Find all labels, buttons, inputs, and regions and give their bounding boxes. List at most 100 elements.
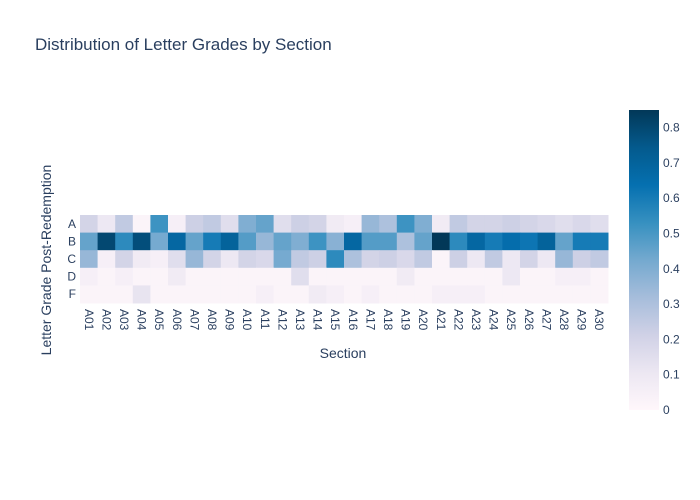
heatmap-cell-F-A19	[396, 285, 415, 304]
heatmap-cell-B-A28	[555, 232, 574, 251]
heatmap-cell-B-A05	[150, 232, 169, 251]
heatmap-cell-B-A22	[449, 232, 468, 251]
heatmap-cell-B-A21	[432, 232, 451, 251]
heatmap-cell-A-A15	[326, 215, 345, 234]
heatmap-cell-C-A06	[168, 250, 187, 269]
heatmap-cell-F-A15	[326, 285, 345, 304]
heatmap-cell-F-A02	[97, 285, 116, 304]
x-tick-label: A11	[258, 309, 272, 330]
x-tick-label: A20	[416, 309, 430, 331]
heatmap-cell-A-A22	[449, 215, 468, 234]
heatmap-cell-C-A07	[185, 250, 204, 269]
heatmap-cell-B-A23	[467, 232, 486, 251]
x-tick-label: A30	[592, 309, 606, 331]
heatmap-cell-C-A01	[80, 250, 99, 269]
heatmap-cell-A-A30	[590, 215, 609, 234]
heatmap-cell-F-A13	[291, 285, 310, 304]
heatmap-cell-F-A24	[484, 285, 503, 304]
x-tick-label: A04	[135, 309, 149, 331]
heatmap-cell-F-A01	[80, 285, 99, 304]
heatmap-cell-D-A23	[467, 267, 486, 286]
x-tick-label: A25	[504, 309, 518, 331]
heatmap-cell-C-A05	[150, 250, 169, 269]
heatmap-cell-C-A10	[238, 250, 257, 269]
heatmap-cell-A-A21	[432, 215, 451, 234]
heatmap-cell-A-A20	[414, 215, 433, 234]
colorbar-tick-label: 0.2	[663, 332, 680, 346]
heatmap-cell-B-A08	[203, 232, 222, 251]
heatmap-cell-F-A23	[467, 285, 486, 304]
x-tick-label: A27	[539, 309, 553, 331]
x-tick-label: A18	[381, 309, 395, 331]
heatmap-cell-C-A23	[467, 250, 486, 269]
x-tick-label: A15	[328, 309, 342, 331]
heatmap-cell-F-A04	[132, 285, 151, 304]
heatmap-cell-D-A06	[168, 267, 187, 286]
heatmap-cell-F-A18	[379, 285, 398, 304]
heatmap-cell-B-A14	[308, 232, 327, 251]
heatmap-cell-A-A19	[396, 215, 415, 234]
heatmap-cell-B-A17	[361, 232, 380, 251]
heatmap-cell-A-A24	[484, 215, 503, 234]
heatmap-cell-C-A18	[379, 250, 398, 269]
heatmap-cell-D-A13	[291, 267, 310, 286]
heatmap-cell-D-A11	[256, 267, 275, 286]
y-tick-label: C	[67, 252, 76, 266]
heatmap-cell-C-A03	[115, 250, 134, 269]
x-tick-label: A03	[117, 309, 131, 331]
heatmap-cell-F-A26	[520, 285, 539, 304]
heatmap-cell-D-A05	[150, 267, 169, 286]
heatmap-cell-B-A07	[185, 232, 204, 251]
x-tick-label: A01	[82, 309, 96, 331]
x-tick-label: A07	[187, 309, 201, 331]
heatmap-cell-B-A03	[115, 232, 134, 251]
heatmap-cell-A-A01	[80, 215, 99, 234]
heatmap-cell-B-A19	[396, 232, 415, 251]
heatmap-cell-A-A29	[572, 215, 591, 234]
heatmap-cell-B-A01	[80, 232, 99, 251]
heatmap-cell-C-A29	[572, 250, 591, 269]
heatmap-cell-C-A24	[484, 250, 503, 269]
y-tick-label: B	[68, 234, 76, 248]
heatmap-cell-D-A03	[115, 267, 134, 286]
heatmap-cell-D-A10	[238, 267, 257, 286]
colorbar	[629, 110, 659, 410]
heatmap-cell-B-A16	[344, 232, 363, 251]
heatmap-cell-A-A13	[291, 215, 310, 234]
heatmap-cell-B-A04	[132, 232, 151, 251]
heatmap-cell-F-A25	[502, 285, 521, 304]
heatmap-cell-D-A15	[326, 267, 345, 286]
heatmap-cell-D-A26	[520, 267, 539, 286]
heatmap-cell-C-A28	[555, 250, 574, 269]
heatmap-cell-B-A13	[291, 232, 310, 251]
heatmap-cell-B-A11	[256, 232, 275, 251]
heatmap-cell-A-A10	[238, 215, 257, 234]
heatmap-cell-B-A20	[414, 232, 433, 251]
heatmap-cell-F-A27	[537, 285, 556, 304]
heatmap-cell-D-A08	[203, 267, 222, 286]
heatmap-cell-C-A13	[291, 250, 310, 269]
x-tick-label: A12	[275, 309, 289, 331]
heatmap-cell-C-A20	[414, 250, 433, 269]
heatmap-cell-D-A12	[273, 267, 292, 286]
heatmap-cell-F-A16	[344, 285, 363, 304]
heatmap-cell-A-A08	[203, 215, 222, 234]
heatmap-cell-D-A09	[220, 267, 239, 286]
heatmap-cell-C-A14	[308, 250, 327, 269]
heatmap-cell-D-A19	[396, 267, 415, 286]
heatmap-cell-C-A15	[326, 250, 345, 269]
heatmap-cell-B-A15	[326, 232, 345, 251]
heatmap-cell-C-A16	[344, 250, 363, 269]
x-tick-label: A08	[205, 309, 219, 331]
x-tick-label: A13	[293, 309, 307, 331]
heatmap-cell-D-A30	[590, 267, 609, 286]
x-tick-label: A02	[99, 309, 113, 331]
heatmap-cell-A-A17	[361, 215, 380, 234]
heatmap-cell-D-A07	[185, 267, 204, 286]
colorbar-tick-label: 0.7	[663, 156, 680, 170]
heatmap-cell-D-A27	[537, 267, 556, 286]
heatmap-cell-D-A17	[361, 267, 380, 286]
colorbar-tick-label: 0.6	[663, 191, 680, 205]
heatmap-cell-F-A29	[572, 285, 591, 304]
x-axis-ticks: A01 A02 A03 A04 A05 A06 A07 A08 A09 A10 A11 A12 A13 A…	[82, 309, 606, 331]
